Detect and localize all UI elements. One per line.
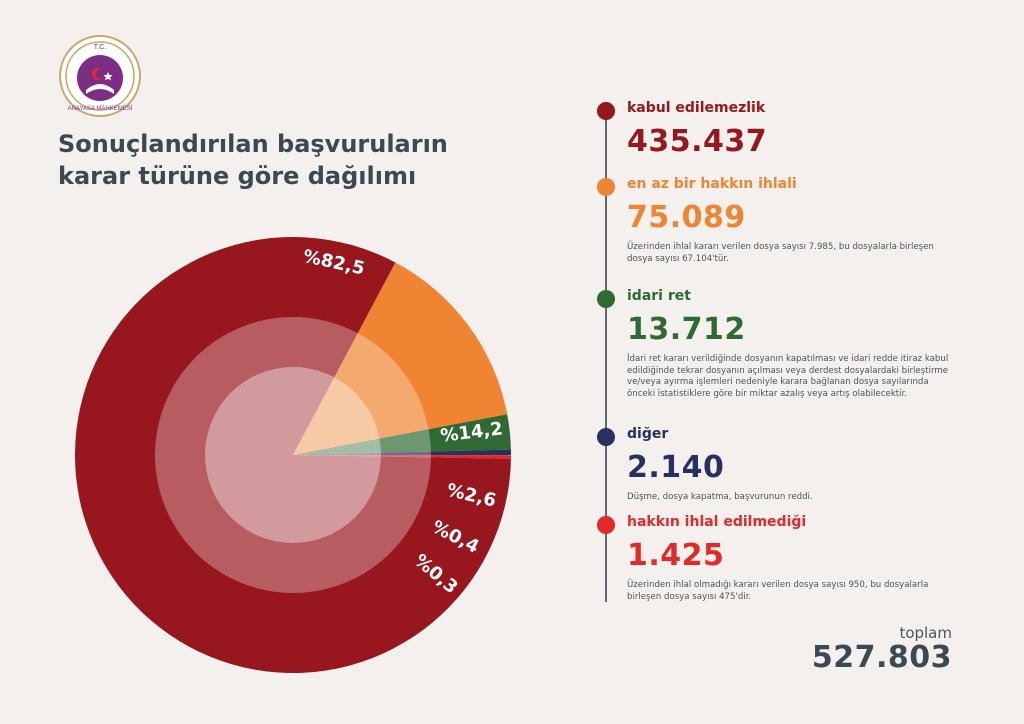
anayasa-mahkemesi-logo: T.C. ANAYASA MAHKEMESİ bbox=[59, 35, 141, 117]
slice-idari-ret bbox=[293, 414, 511, 455]
pie-slices bbox=[75, 236, 511, 673]
legend-note: Üzerinden ihlal kararı verilen dosya say… bbox=[627, 242, 934, 264]
legend-dot bbox=[597, 428, 615, 446]
legend-dot bbox=[597, 516, 615, 534]
legend-value: 1.425 bbox=[627, 538, 725, 573]
legend-value: 435.437 bbox=[627, 124, 768, 159]
title-line-1: Sonuçlandırılan başvuruların bbox=[58, 130, 448, 158]
legend-dot bbox=[597, 178, 615, 196]
legend-value: 75.089 bbox=[627, 200, 746, 235]
logo-top-text: T.C. bbox=[94, 44, 107, 51]
slice-ihlal-yok bbox=[293, 455, 511, 459]
slice-diger bbox=[293, 449, 511, 456]
legend-timeline bbox=[605, 112, 607, 602]
legend-dot bbox=[597, 102, 615, 120]
legend-label: hakkın ihlal edilmediği bbox=[627, 514, 807, 530]
page-title: Sonuçlandırılan başvuruların karar türün… bbox=[58, 128, 478, 192]
center-circle-overlay bbox=[205, 367, 381, 543]
legend-label: idari ret bbox=[627, 288, 691, 304]
title-line-2: karar türüne göre dağılımı bbox=[58, 162, 417, 190]
slice-kabul-edilemezlik bbox=[75, 236, 511, 673]
legend-note: İdari ret kararı verildiğinde dosyanın k… bbox=[627, 354, 949, 399]
slice-ihlal bbox=[293, 262, 508, 455]
pie-chart: %82,5%14,2%2,6%0,4%0,3 bbox=[75, 236, 511, 673]
inner-ring-overlay bbox=[155, 317, 431, 593]
legend-label: en az bir hakkın ihlali bbox=[627, 176, 797, 192]
logo-bottom-text: ANAYASA MAHKEMESİ bbox=[68, 105, 133, 112]
legend-value: 13.712 bbox=[627, 312, 746, 347]
total-label: toplam bbox=[899, 624, 952, 642]
legend-dot bbox=[597, 290, 615, 308]
total-value: 527.803 bbox=[811, 640, 952, 675]
legend-label: diğer bbox=[627, 426, 669, 442]
legend-note: Üzerinden ihlal olmadığı kararı verilen … bbox=[627, 580, 929, 602]
legend-value: 2.140 bbox=[627, 450, 725, 485]
legend-label: kabul edilemezlik bbox=[627, 100, 766, 116]
legend-note: Düşme, dosya kapatma, başvurunun reddi. bbox=[627, 492, 813, 502]
